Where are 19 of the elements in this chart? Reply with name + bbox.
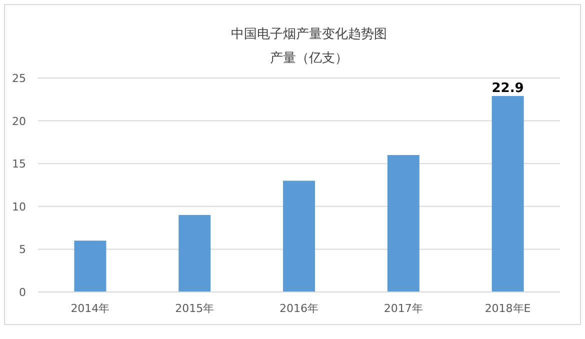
bar	[74, 240, 106, 292]
bar	[283, 180, 315, 292]
bar	[178, 214, 211, 292]
x-tick-label: 2014年	[70, 302, 110, 315]
bar	[492, 96, 524, 292]
x-tick-label: 2015年	[175, 302, 214, 315]
chart-title: 中国电子烟产量变化趋势图	[231, 27, 387, 42]
x-tick-label: 2018年E	[484, 302, 531, 315]
y-tick-label: 25	[12, 72, 26, 85]
bar	[387, 155, 420, 292]
chart-subtitle: 产量（亿支）	[270, 51, 348, 66]
y-tick-label: 0	[19, 286, 26, 299]
x-tick-label: 2016年	[280, 302, 318, 315]
data-label: 22.9	[492, 80, 524, 96]
y-tick-label: 5	[19, 243, 26, 256]
x-tick-label: 2017年	[384, 302, 423, 315]
y-tick-label: 20	[12, 114, 26, 128]
y-tick-label: 10	[12, 200, 26, 214]
y-tick-label: 15	[12, 158, 26, 171]
